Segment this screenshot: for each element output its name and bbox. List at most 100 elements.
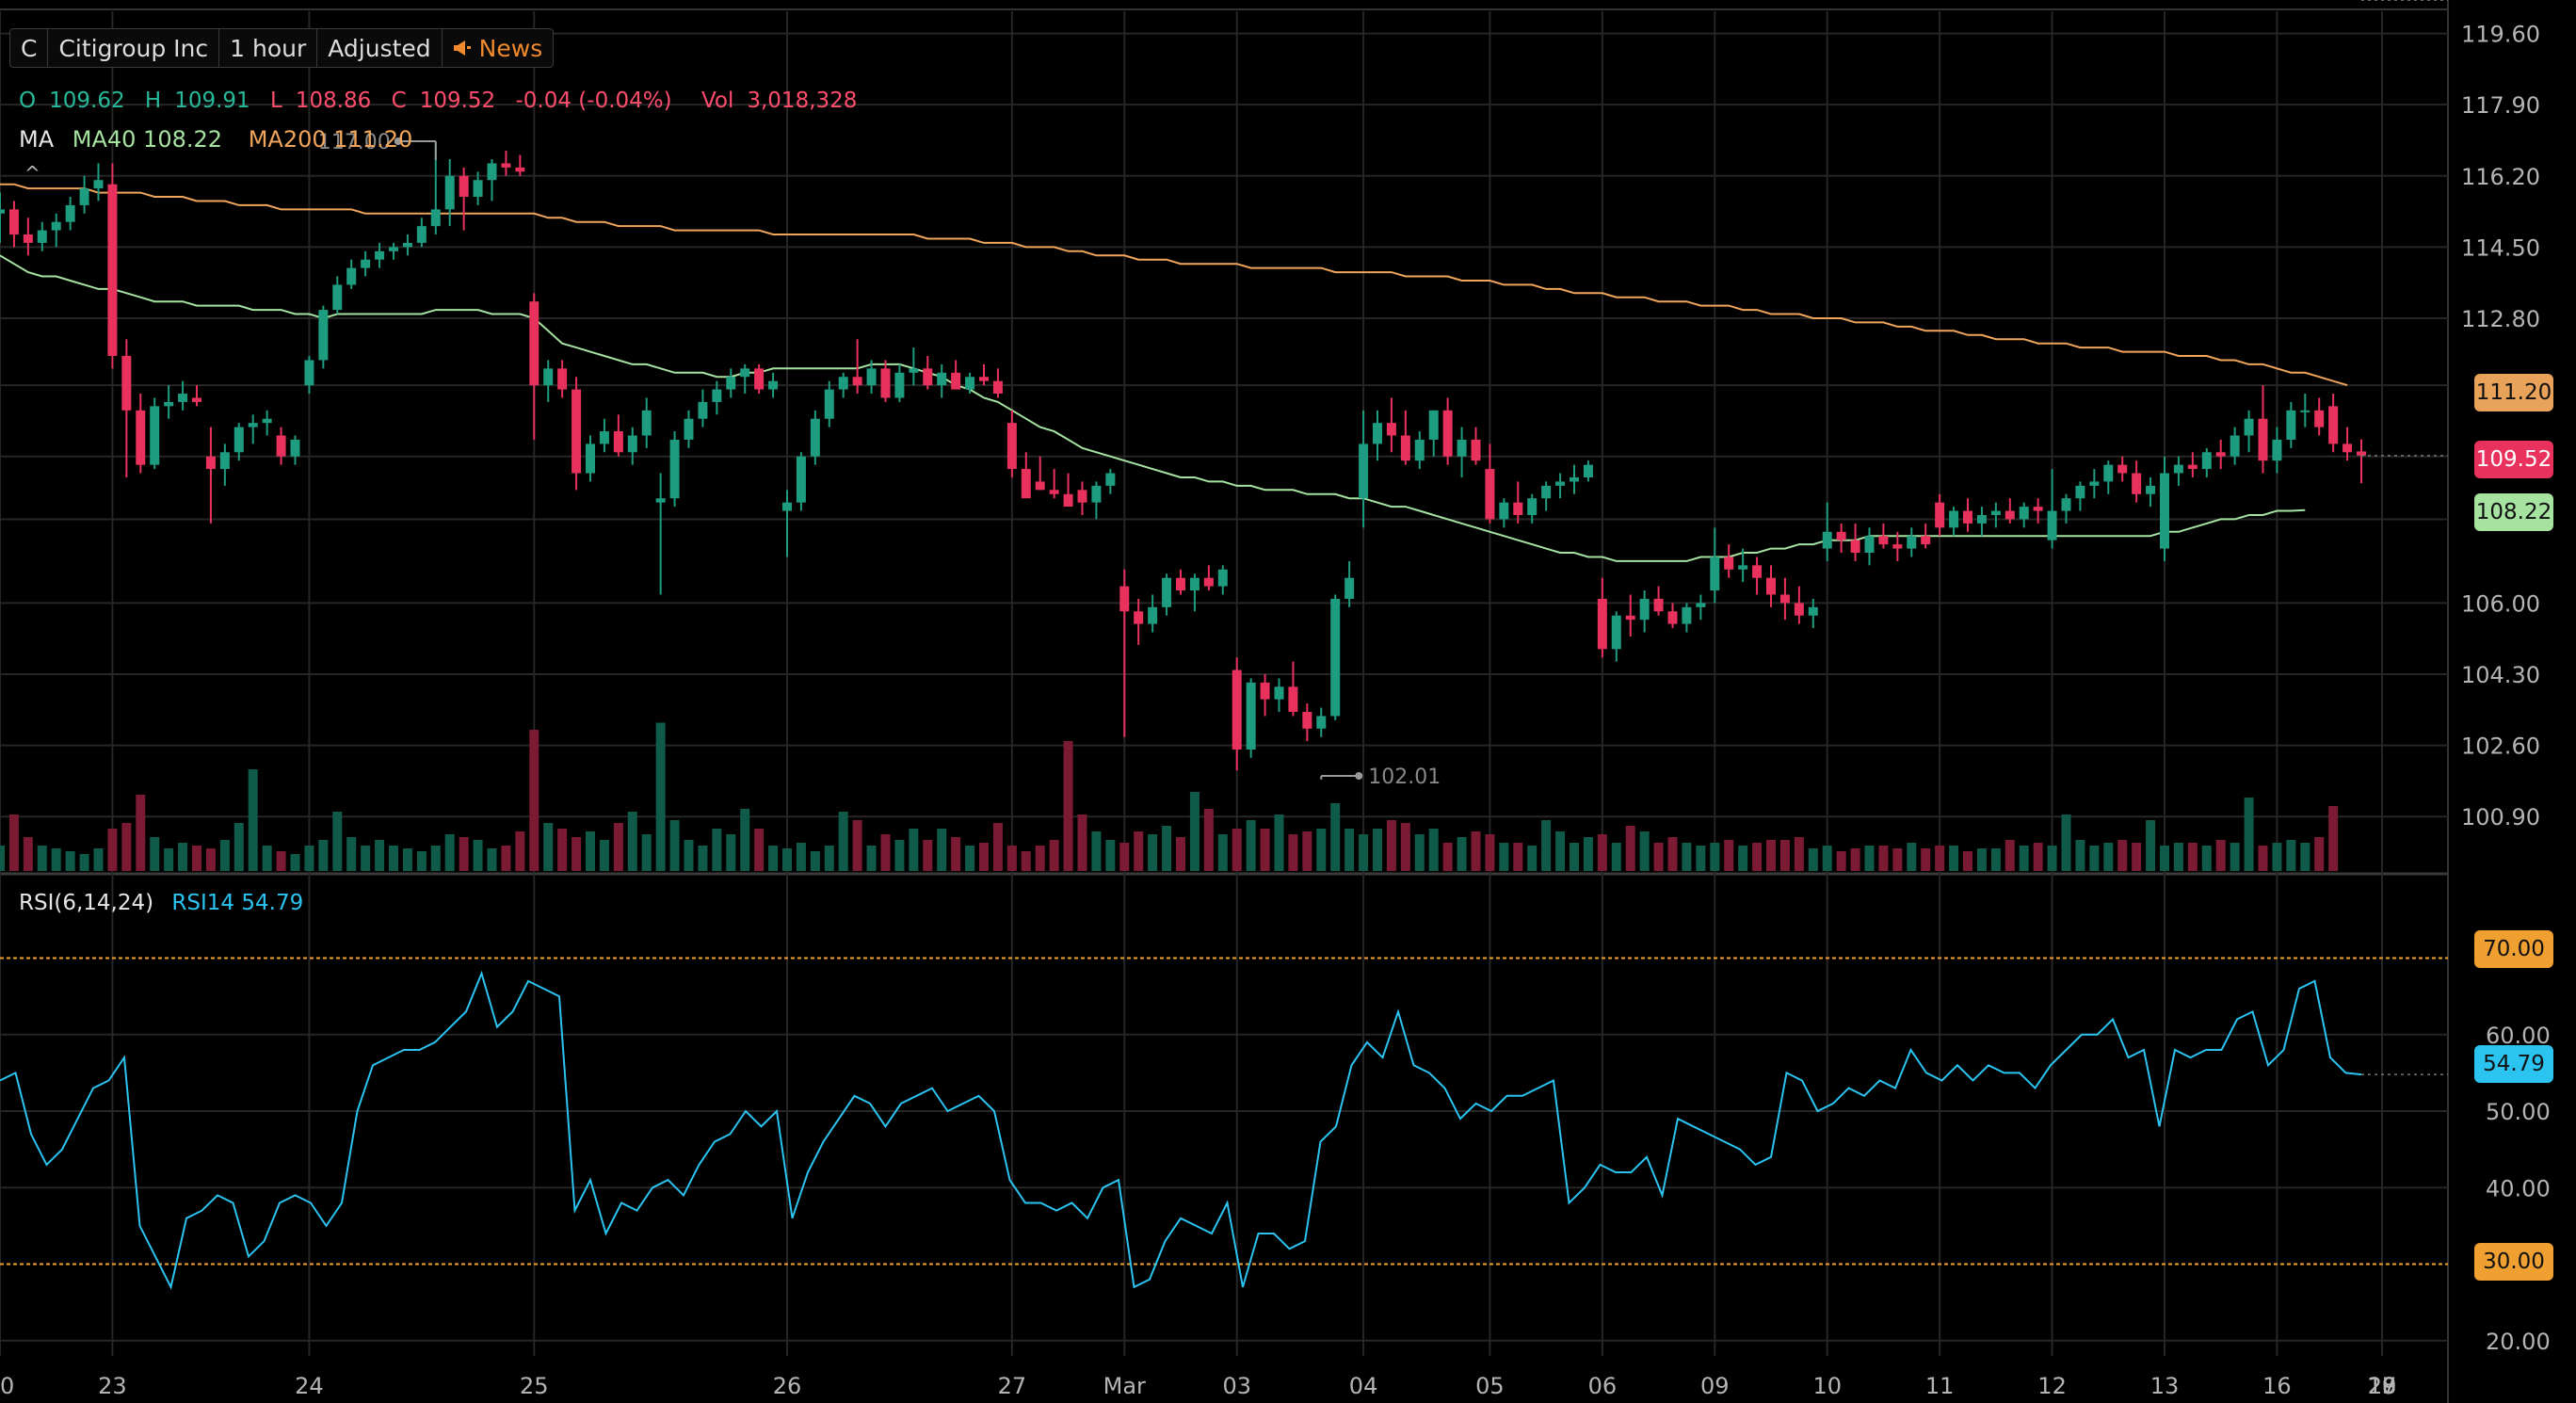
- candle-body: [1766, 577, 1776, 595]
- candle-body: [852, 377, 862, 386]
- volume-bar: [2047, 846, 2057, 871]
- volume-bar: [375, 840, 385, 871]
- volume-bar: [894, 840, 905, 871]
- rsi-legend: RSI(6,14,24) RSI14 54.79: [19, 891, 303, 915]
- candle-body: [1836, 531, 1846, 540]
- volume-bar: [768, 846, 779, 871]
- candle-body: [1091, 485, 1102, 503]
- volume-bar: [219, 840, 230, 871]
- candle-body: [1892, 544, 1903, 549]
- candle-body: [1696, 603, 1706, 607]
- interval-button[interactable]: 1 hour: [219, 29, 318, 67]
- volume-bar: [2146, 820, 2156, 871]
- volume-bar: [1696, 846, 1706, 871]
- y-tick-label: 114.50: [2461, 234, 2540, 261]
- x-tick-label: 17: [2368, 1373, 2397, 1399]
- volume-bar: [641, 834, 652, 871]
- x-tick-label: 25: [520, 1373, 549, 1399]
- candle-body: [136, 410, 146, 465]
- volume-bar: [318, 840, 329, 871]
- candle-body: [979, 377, 989, 381]
- candle-body: [1583, 464, 1593, 477]
- close-label: C: [391, 89, 407, 113]
- volume-bar: [402, 848, 412, 871]
- candle-body: [501, 163, 511, 168]
- candle-body: [1710, 556, 1720, 591]
- candle-body: [1302, 712, 1312, 729]
- volume-bar: [2033, 843, 2043, 871]
- candle-body: [1288, 686, 1298, 713]
- candle-body: [1541, 485, 1552, 499]
- candle-body: [318, 310, 329, 361]
- x-tick-label: 12: [2037, 1373, 2067, 1399]
- candle-body: [332, 284, 343, 311]
- candle-body: [586, 443, 595, 474]
- rsi14-line: [0, 970, 2362, 1290]
- volume-bar: [79, 854, 89, 871]
- low-value: 108.86: [295, 89, 372, 113]
- rsi-y-tick-label: 20.00: [2486, 1329, 2551, 1355]
- ohlc-legend: O 109.62 H 109.91 L 108.86 C 109.52 -0.04 (-…: [19, 89, 870, 113]
- x-tick-label: 18: [2368, 1373, 2397, 1399]
- collapse-chevron-icon[interactable]: ^: [24, 162, 40, 185]
- rsi-y-tick-label: 40.00: [2486, 1175, 2551, 1201]
- volume-bar: [810, 851, 820, 871]
- low-marker-label: 102.01: [1368, 766, 1441, 789]
- candle-body: [1359, 443, 1369, 499]
- candle-body: [1217, 569, 1228, 587]
- symbol-button[interactable]: C: [10, 29, 49, 67]
- adjusted-button[interactable]: Adjusted: [317, 29, 443, 67]
- candle-body: [684, 418, 694, 440]
- candle-body: [1935, 502, 1945, 528]
- volume-bar: [684, 840, 694, 871]
- volume-bar: [1583, 837, 1593, 871]
- candle-body: [1864, 536, 1875, 554]
- candle-body: [164, 401, 174, 407]
- candle-body: [0, 209, 5, 214]
- volume-bar: [389, 846, 398, 871]
- candle-body: [529, 301, 539, 386]
- volume-bar: [557, 829, 568, 871]
- volume-bar: [1653, 843, 1664, 871]
- volume-bar: [1035, 846, 1045, 871]
- candle-body: [1428, 410, 1439, 440]
- volume-bar: [1105, 840, 1116, 871]
- candle-body: [1639, 598, 1650, 621]
- volume-bar: [669, 820, 680, 871]
- volume-bar: [1148, 834, 1158, 871]
- volume-bar: [712, 829, 722, 871]
- volume-bar: [754, 829, 765, 871]
- candle-body: [2314, 410, 2325, 427]
- candle-body: [1779, 594, 1790, 604]
- candle-body: [866, 368, 877, 386]
- candle-body: [79, 188, 89, 205]
- volume-bar: [1892, 848, 1903, 871]
- candle-body: [2103, 464, 2114, 482]
- candle-body: [1105, 473, 1116, 486]
- ma-label: MA: [19, 126, 55, 153]
- candle-body: [389, 247, 398, 251]
- candle-body: [1119, 586, 1130, 612]
- volume-bar: [599, 840, 609, 871]
- rsi-y-tick-label: 50.00: [2486, 1099, 2551, 1125]
- volume-bar: [1597, 834, 1607, 871]
- news-button[interactable]: News: [443, 29, 554, 67]
- candle-body: [1990, 510, 2001, 515]
- candle-body: [1499, 502, 1509, 520]
- candle-body: [459, 175, 469, 198]
- y-tick-label: 106.00: [2461, 590, 2540, 617]
- volume-bar: [923, 840, 933, 871]
- company-name-button[interactable]: Citigroup Inc: [48, 29, 220, 67]
- candle-body: [1246, 682, 1256, 750]
- candle-body: [304, 360, 314, 386]
- rsi-70-tag: 70.00: [2474, 930, 2553, 968]
- adjusted-label: Adjusted: [328, 34, 431, 62]
- candle-body: [1611, 615, 1621, 650]
- candle-body: [712, 389, 722, 402]
- candle-body: [1035, 481, 1045, 491]
- ma-legend[interactable]: MA MA40 108.22 MA200 111.20: [19, 126, 412, 153]
- candle-body: [178, 394, 188, 402]
- candle-body: [1907, 536, 1917, 549]
- candle-body: [740, 368, 750, 378]
